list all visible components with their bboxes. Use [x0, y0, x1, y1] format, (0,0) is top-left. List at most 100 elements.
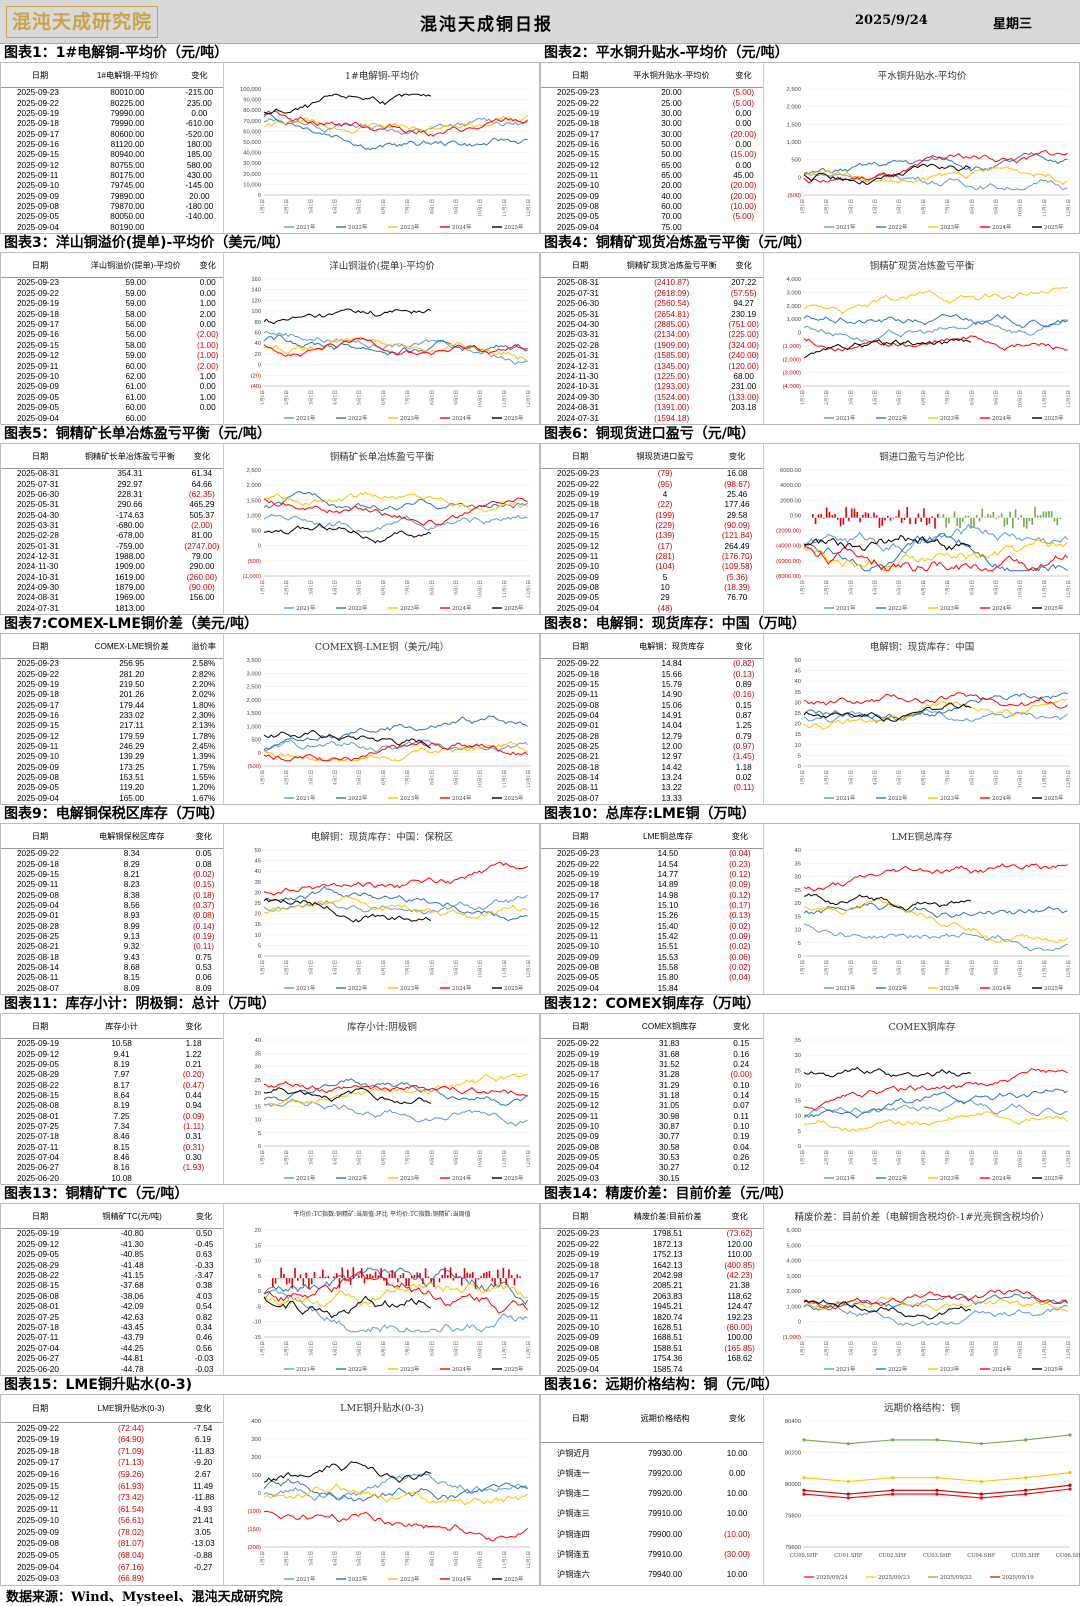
date-cell: 2025-09-05 [557, 212, 599, 222]
date-cell: 2025-09-08 [17, 772, 59, 782]
value-cell: (61.93) [118, 1481, 144, 1491]
bar-mark [372, 1275, 374, 1279]
table-row: 2025-07-25 -42.63 0.82 [1, 1312, 223, 1322]
table-row: 2025-08-29 7.97 (0.20) [1, 1070, 223, 1080]
date-cell: 2025-09-17 [557, 1070, 599, 1080]
date-cell: 2025-09-04 [557, 1364, 599, 1374]
value-cell: 31.29 [658, 1080, 680, 1090]
value-cell: -759.00 [115, 541, 144, 551]
value-cell: 80050.00 [110, 212, 145, 222]
series-line [803, 898, 1068, 943]
series-point [935, 1492, 939, 1496]
change-cell: -0.03 [194, 1364, 214, 1374]
x-tick-label: 12月1日 [1066, 1341, 1072, 1359]
table-row: 2025-02-28 (1909.00) (324.00) [541, 341, 763, 351]
legend-label: 2025年 [504, 984, 524, 992]
bar-mark [405, 1278, 407, 1287]
legend-label: 2022年 [348, 984, 368, 992]
value-cell: 81120.00 [110, 139, 145, 149]
date-cell: 2025-09-08 [557, 700, 599, 710]
bar-mark [823, 517, 825, 519]
y-tick-label: 80400 [785, 1419, 801, 1425]
table-row: 2025-09-22 8.34 0.05 [1, 849, 223, 860]
table-row: 2025-09-11 60.00 (2.00) [1, 361, 223, 371]
change-cell: 0.15 [733, 1039, 750, 1049]
table-row: 2025-08-15 8.64 0.44 [1, 1091, 223, 1101]
x-tick-label: 3月1日 [848, 580, 854, 595]
value-cell: 1754.36 [652, 1354, 683, 1364]
table-row: 2025-06-30 228.31 (62.35) [1, 490, 223, 500]
table-row: 2025-09-23 1798.51 (73.62) [541, 1229, 763, 1240]
value-cell: 8.17 [113, 1080, 130, 1090]
x-tick-label: 3月1日 [848, 199, 854, 214]
date-cell: 2025-09-11 [17, 1504, 59, 1514]
bar-mark [992, 511, 995, 518]
chart-panel-2: 图表2：平水铜升贴水-平均价（元/吨） 日期 平水铜升贴水-平均价 变化 2025-09… [540, 44, 1080, 234]
table-row: 2025-07-31 (2618.09) (57.55) [541, 289, 763, 299]
column-header: COMEX-LME铜价差 [79, 634, 185, 660]
table-row: 沪铜近月 79930.00 10.00 [541, 1443, 763, 1464]
y-tick-label: (1,000) [783, 344, 801, 350]
date-cell: 2025-09-04 [17, 222, 59, 232]
change-cell: (0.31) [182, 1142, 205, 1152]
table-row: 2025-09-17 56.00 0.00 [1, 320, 223, 330]
y-tick-label: 100 [251, 309, 261, 315]
y-tick-label: 1,000 [786, 140, 801, 146]
table-row: 2025-09-10 15.51 (0.02) [541, 942, 763, 952]
series-line [263, 740, 528, 762]
x-tick-label: 4月1日 [873, 1341, 879, 1356]
bar-mark [950, 517, 953, 518]
column-header: 变化 [724, 253, 763, 279]
change-cell: (20.00) [730, 181, 757, 191]
date-cell: 2025-09-04 [557, 710, 599, 720]
legend-label: 2025年 [504, 794, 524, 802]
date-cell: 2025-09-15 [557, 911, 599, 921]
table-row: 2025-09-05 1754.36 168.62 [541, 1354, 763, 1364]
date-cell: 2025-08-28 [17, 921, 59, 931]
bar-mark [441, 1274, 444, 1279]
change-cell: 0.94 [185, 1101, 202, 1111]
bar-mark [447, 1275, 449, 1279]
x-tick-label: 6月1日 [921, 580, 927, 595]
legend-label: 2023年 [400, 604, 420, 612]
change-cell: 0.21 [185, 1059, 202, 1069]
value-cell: 8.15 [113, 1142, 130, 1152]
x-tick-label: 1月1日 [260, 1341, 266, 1356]
date-cell: 2025-09-08 [557, 962, 599, 972]
table-row: 2025-09-19 59.00 1.00 [1, 299, 223, 309]
change-cell: -145.00 [185, 181, 214, 191]
panel-title: 图表10：总库存:LME铜（万吨） [544, 806, 756, 822]
change-cell: -4.93 [193, 1504, 213, 1514]
y-tick-label: 2,000 [786, 105, 801, 111]
bar-mark [422, 1278, 424, 1285]
table-row: 2025-09-04 60.00 [1, 413, 223, 424]
x-tick-label: 1月1日 [260, 960, 266, 975]
report-header: 混沌天成研究院 混沌天成铜日报 2025/9/24 星期三 [0, 0, 1080, 44]
date-cell: 沪铜连三 [557, 1509, 590, 1519]
series-line [263, 1080, 528, 1096]
date-cell: 2025-07-31 [557, 288, 599, 298]
legend-label: 2021年 [296, 604, 316, 612]
y-tick-label: 10,000 [243, 182, 261, 188]
value-cell: (199) [655, 510, 675, 520]
date-cell: 2025-09-04 [557, 222, 599, 232]
table-row: 2025-01-31 -759.00 (2747.00) [1, 541, 223, 551]
value-cell: 31.83 [658, 1039, 680, 1049]
table-row: 2024-08-31 1969.00 156.00 [1, 593, 223, 603]
series-line [803, 1068, 1068, 1110]
x-tick-label: 2月1日 [284, 770, 290, 785]
x-tick-label: 6月1日 [381, 1341, 387, 1356]
change-cell: (30.00) [724, 1549, 751, 1559]
x-tick-label: 6月1日 [381, 960, 387, 975]
x-tick-label: 9月1日 [453, 1150, 459, 1165]
data-table: 日期 LME铜升贴水(0-3) 变化 2025-09-22 (72.44) -7.54 20… [1, 1395, 223, 1585]
series-line [803, 692, 1068, 720]
value-cell: 80010.00 [110, 88, 145, 98]
series-point [846, 1496, 850, 1500]
date-cell: 2025-09-19 [557, 1049, 599, 1059]
x-tick-label: 6月1日 [381, 770, 387, 785]
value-cell: 14.98 [657, 890, 679, 900]
table-row: 2025-04-30 -174.63 505.37 [1, 510, 223, 520]
value-cell: 59.00 [125, 278, 146, 288]
value-cell: 61.00 [125, 392, 146, 402]
